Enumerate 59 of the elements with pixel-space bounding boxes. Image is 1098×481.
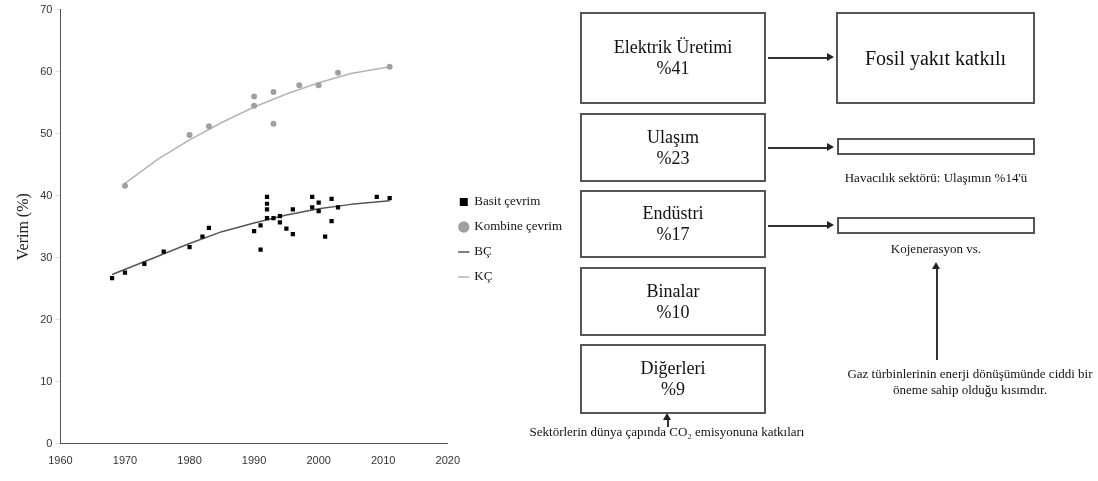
y-tick-label: 20	[40, 312, 53, 325]
point	[258, 247, 263, 252]
text: Kojenerasyon vs.	[889, 241, 983, 257]
text: %17	[656, 224, 690, 245]
point	[270, 89, 277, 96]
x-tick-label: 2010	[370, 454, 396, 467]
point	[187, 245, 192, 250]
text: Havacılık sektörü: Ulaşımın %14'ü	[843, 170, 1029, 186]
text: %9	[661, 379, 685, 400]
y-tick-label: 50	[40, 126, 53, 139]
point	[284, 226, 289, 231]
x-tick-label: 2020	[435, 454, 461, 467]
point	[315, 82, 322, 89]
text: Gaz türbinlerinin enerji dönüşümünde ciddi bir öneme sahip olduğu kısımdır.	[846, 366, 1094, 398]
text: Endüstri	[642, 203, 704, 224]
point	[258, 223, 263, 228]
x-tick-label: 2000	[306, 454, 331, 467]
point	[310, 205, 315, 210]
point	[251, 93, 258, 100]
y-tick-label: 70	[40, 2, 53, 15]
legend-label: KÇ	[474, 268, 493, 284]
text: %23	[656, 147, 690, 169]
x-tick-label: 1980	[177, 454, 202, 467]
point	[335, 205, 341, 210]
x-tick-label: 1970	[112, 454, 138, 467]
text: Sektörlerin dünya çapında CO₂ emisyonuna katkıları	[528, 424, 806, 440]
text: Fosil yakıt katkılı	[836, 12, 1035, 104]
text: Diğerleri	[640, 358, 706, 379]
x-tick-label: 1990	[241, 454, 267, 467]
y-tick-label: 10	[40, 374, 53, 387]
point	[329, 196, 334, 201]
point	[122, 270, 128, 275]
point	[270, 120, 277, 127]
point	[296, 82, 303, 89]
point	[271, 215, 276, 221]
point	[200, 234, 205, 239]
y-tick-label: 0	[46, 436, 53, 449]
point	[186, 131, 193, 138]
text: %10	[656, 301, 690, 323]
x-tick-label: 1960	[48, 454, 73, 467]
point	[335, 69, 342, 76]
text: Ulaşım	[647, 126, 699, 148]
text: Binalar	[646, 280, 700, 302]
point	[205, 123, 212, 130]
legend-label: Kombine çevrim	[474, 218, 563, 234]
legend-label: Basit çevrim	[474, 193, 541, 209]
point	[121, 182, 128, 189]
text: Elektrik Üretimi	[613, 37, 733, 58]
point	[316, 200, 321, 205]
text: %41	[656, 58, 690, 79]
y-tick-label: 30	[40, 250, 53, 263]
y-tick-label: 60	[40, 64, 53, 77]
point	[251, 102, 258, 109]
point	[161, 249, 166, 254]
legend-label: BÇ	[474, 243, 492, 259]
y-tick-label: 40	[40, 188, 53, 201]
y-axis-title: Verim (%)	[13, 193, 32, 261]
point	[329, 219, 334, 224]
point	[386, 63, 393, 70]
